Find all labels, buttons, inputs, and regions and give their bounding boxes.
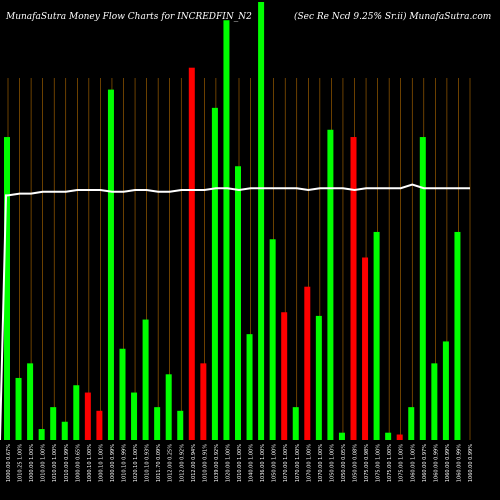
bar bbox=[211, 107, 218, 440]
bar bbox=[131, 392, 138, 440]
bar bbox=[15, 377, 22, 440]
x-tick-label: 1075.00 1.00% bbox=[376, 444, 382, 482]
x-tick-label: 1000.00 0.67% bbox=[6, 444, 12, 482]
x-tick-label: 1036.00 1.00% bbox=[260, 444, 266, 482]
x-tick-label: 1075.00 1.00% bbox=[387, 444, 393, 482]
bar bbox=[200, 363, 207, 440]
bar bbox=[188, 67, 195, 440]
x-tick-label: 1075.00 1.00% bbox=[399, 444, 405, 482]
x-tick-label: 1050.00 1.00% bbox=[329, 444, 335, 482]
bar bbox=[73, 385, 80, 440]
bar bbox=[223, 20, 230, 440]
bar bbox=[327, 129, 334, 440]
bar bbox=[165, 374, 172, 440]
x-tick-label: 1000.10 1.00% bbox=[87, 444, 93, 482]
x-tick-label: 1010.00 0.99% bbox=[64, 444, 70, 482]
bar-series bbox=[4, 2, 461, 441]
x-tick-label: 1010.00 1.00% bbox=[52, 444, 58, 482]
bar bbox=[38, 429, 45, 440]
x-tick-label: 1060.00 0.99% bbox=[445, 444, 451, 482]
bar bbox=[154, 407, 161, 440]
bar bbox=[362, 257, 369, 440]
bar bbox=[246, 334, 253, 440]
bar bbox=[431, 363, 438, 440]
bar bbox=[292, 407, 299, 440]
x-tick-label: 1060.00 0.99% bbox=[456, 444, 462, 482]
x-tick-label: 1060.00 0.97% bbox=[422, 444, 428, 482]
x-tick-label: 1070.00 1.00% bbox=[283, 444, 289, 482]
bar bbox=[50, 407, 57, 440]
x-tick-label: 1050.00 0.08% bbox=[353, 444, 359, 482]
bar bbox=[281, 312, 288, 440]
bar bbox=[4, 137, 10, 441]
x-tick-label: 1070.00 1.00% bbox=[306, 444, 312, 482]
chart-title: MunafaSutra Money Flow Charts for INCRED… bbox=[6, 12, 252, 22]
x-tick-label: 1070.00 1.00% bbox=[318, 444, 324, 482]
x-tick-label: 1040.00 1.00% bbox=[249, 444, 255, 482]
bar bbox=[454, 231, 461, 440]
x-tick-label: 1070.00 1.00% bbox=[295, 444, 301, 482]
x-tick-label: 1060.00 0.99% bbox=[433, 444, 439, 482]
x-tick-label: 1010.10 0.99% bbox=[122, 444, 128, 482]
x-tick-label: 1060.00 1.00% bbox=[410, 444, 416, 482]
bar bbox=[350, 137, 357, 441]
price-line bbox=[0, 183, 470, 441]
bar bbox=[27, 363, 34, 440]
x-tick-label: 1010.10 0.93% bbox=[145, 444, 151, 482]
bar bbox=[269, 239, 276, 440]
x-tick-label: 1012.00 0.94% bbox=[191, 444, 197, 482]
x-tick-label: 1012.00 0.25% bbox=[168, 444, 174, 482]
x-tick-label: 1020.00 1.00% bbox=[225, 444, 231, 482]
x-tick-label: 1010.00 1.00% bbox=[41, 444, 47, 482]
bar bbox=[373, 231, 380, 440]
chart-subtitle: (Sec Re Ncd 9.25% Sr.ii) MunafaSutra.com bbox=[294, 12, 492, 22]
x-tick-label: 1011.70 0.09% bbox=[156, 444, 162, 482]
x-tick-label: 1010.00 0.91% bbox=[202, 444, 208, 482]
x-tick-label: 1020.10 1.00% bbox=[133, 444, 139, 482]
bar bbox=[315, 315, 322, 440]
x-tick-label: 1060.00 0.99% bbox=[468, 444, 474, 482]
bar bbox=[142, 319, 149, 440]
x-tick-label: 1050.00 1.00% bbox=[272, 444, 278, 482]
bar bbox=[61, 421, 68, 440]
x-tick-label: 1039.00 0.92% bbox=[214, 444, 220, 482]
x-tick-label: 1000.10 1.00% bbox=[98, 444, 104, 482]
x-tick-label: 1000.00 0.65% bbox=[75, 444, 81, 482]
bar bbox=[396, 434, 403, 440]
bar bbox=[96, 410, 103, 440]
x-tick-label: 1012.00 0.92% bbox=[179, 444, 185, 482]
bar bbox=[304, 286, 311, 440]
bar bbox=[258, 2, 265, 440]
bar bbox=[419, 137, 426, 441]
bar bbox=[84, 392, 91, 440]
bar bbox=[119, 348, 126, 440]
x-tick-label: 1010.25 1.00% bbox=[18, 444, 24, 482]
bar bbox=[235, 166, 241, 440]
bar bbox=[408, 407, 415, 440]
x-tick-label: 1000.00 1.00% bbox=[29, 444, 35, 482]
bar bbox=[338, 432, 345, 440]
bar bbox=[442, 341, 449, 440]
x-tick-label: 1075.00 0.98% bbox=[364, 444, 370, 482]
x-tick-label: 1000.00 0.99% bbox=[110, 444, 116, 482]
x-tick-labels: 1000.00 0.67% 1010.25 1.00% 1000.00 1.00% 1… bbox=[6, 444, 474, 482]
bar bbox=[385, 432, 392, 440]
x-tick-label: 1010.00 1.00% bbox=[237, 444, 243, 482]
bar bbox=[177, 410, 184, 440]
bar bbox=[107, 89, 114, 440]
x-tick-label: 1050.00 0.05% bbox=[341, 444, 347, 482]
